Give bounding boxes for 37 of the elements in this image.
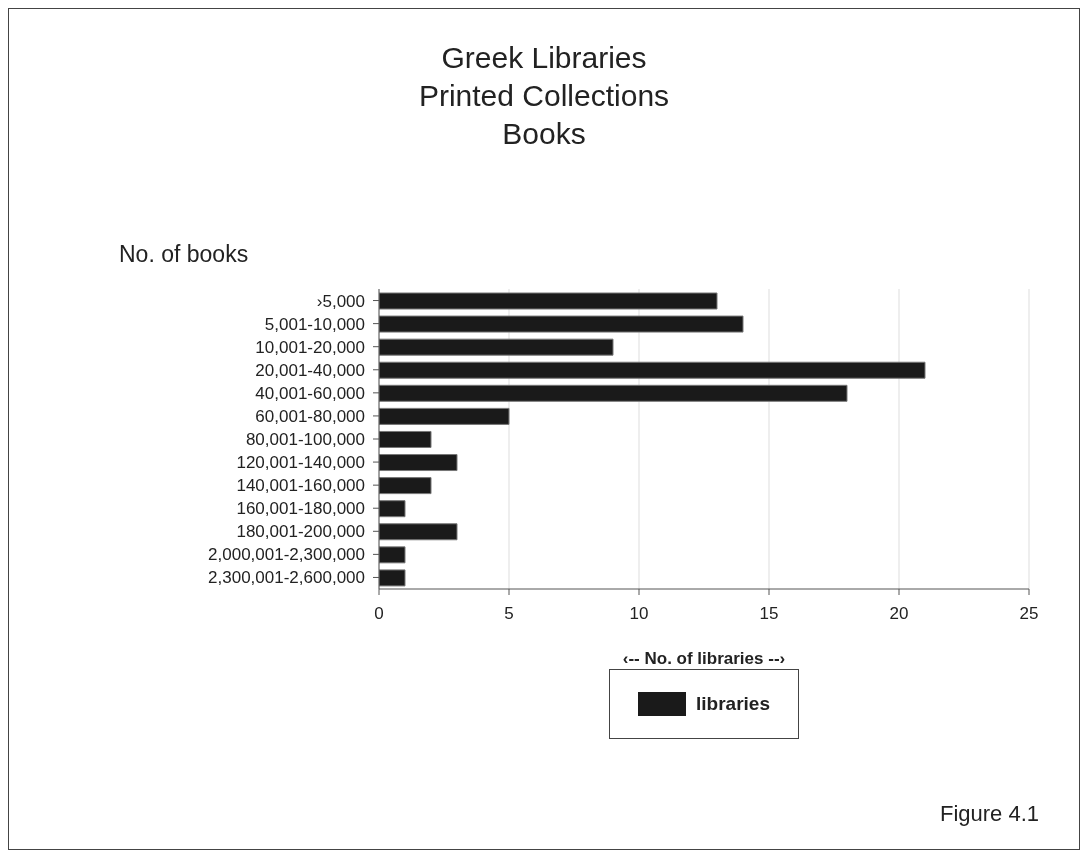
- y-tick-label: 2,300,001-2,600,000: [208, 568, 365, 588]
- x-axis-title: ‹-- No. of libraries --›: [622, 649, 786, 668]
- bar: [379, 292, 718, 310]
- bar: [379, 569, 406, 587]
- y-tick-label: 40,001-60,000: [255, 383, 365, 403]
- y-tick-label: 10,001-20,000: [255, 337, 365, 357]
- y-tick-label: 2,000,001-2,300,000: [208, 545, 365, 565]
- bar: [379, 384, 848, 402]
- bar: [379, 500, 406, 518]
- chart-title: Greek Libraries Printed Collections Books: [417, 40, 671, 152]
- x-tick-label: 25: [1019, 604, 1039, 624]
- bar: [379, 315, 744, 333]
- y-tick-label: ›5,000: [316, 291, 365, 311]
- x-tick-label: 10: [629, 604, 649, 624]
- y-tick-label: 160,001-180,000: [236, 499, 365, 519]
- y-tick-label: 5,001-10,000: [264, 314, 365, 334]
- x-tick-label: 15: [759, 604, 779, 624]
- caption: Figure 4.1: [939, 801, 1039, 827]
- y-tick-label: 120,001-140,000: [236, 453, 365, 473]
- bar: [379, 477, 432, 495]
- x-tick-label: 5: [504, 604, 514, 624]
- bar: [379, 523, 458, 541]
- bar: [379, 454, 458, 472]
- y-axis-title: No. of books: [119, 241, 249, 268]
- legend-label: libraries: [696, 693, 770, 715]
- bar: [379, 338, 614, 356]
- bar: [379, 407, 510, 425]
- x-tick-label: 20: [889, 604, 909, 624]
- bar: [379, 361, 926, 379]
- x-tick-label: 0: [374, 604, 384, 624]
- y-tick-label: 140,001-160,000: [236, 476, 365, 496]
- bar: [379, 430, 432, 448]
- y-tick-label: 180,001-200,000: [236, 522, 365, 542]
- y-tick-label: 20,001-40,000: [255, 360, 365, 380]
- y-tick-label: 80,001-100,000: [245, 430, 365, 450]
- bar: [379, 546, 406, 564]
- y-tick-label: 60,001-80,000: [255, 406, 365, 426]
